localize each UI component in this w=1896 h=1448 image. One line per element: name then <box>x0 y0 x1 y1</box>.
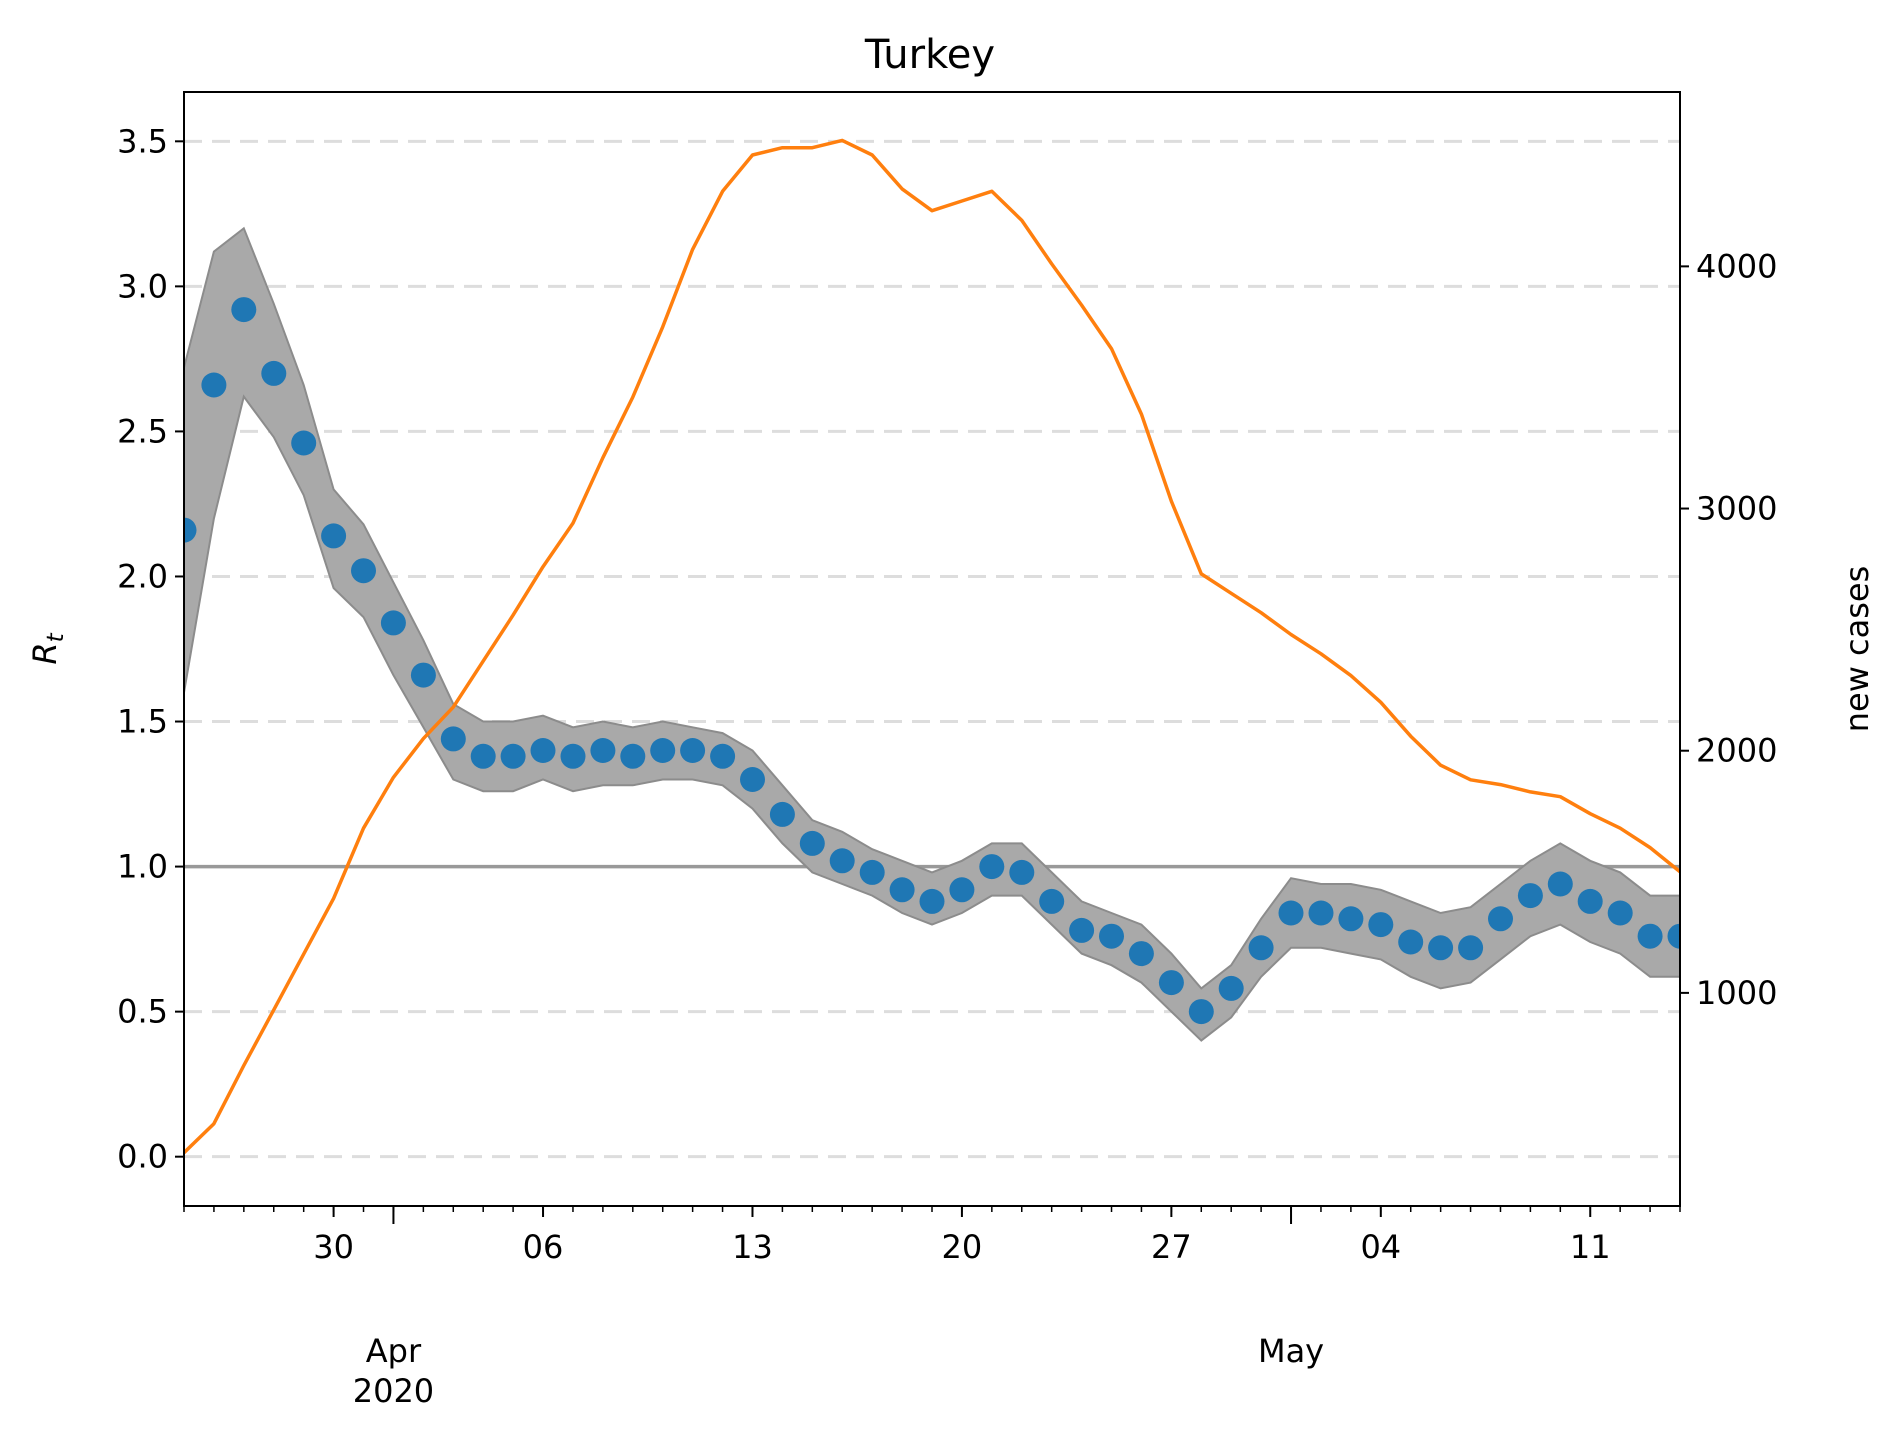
rt-point <box>1547 871 1573 897</box>
rt-point <box>1099 923 1124 949</box>
rt-point <box>231 297 257 323</box>
rt-point <box>710 743 736 769</box>
y-right-tick-label: 4000 <box>1696 247 1777 285</box>
rt-point <box>184 517 197 543</box>
x-month-tick-label: May <box>1258 1332 1324 1370</box>
rt-point <box>650 738 676 763</box>
rt-point <box>1398 929 1424 955</box>
y-left-label-sub: t <box>43 632 69 642</box>
rt-point <box>380 610 406 636</box>
rt-point <box>1308 900 1334 926</box>
rt-point <box>769 801 795 827</box>
y-left-tick-label: 1.5 <box>117 703 168 741</box>
plot-area <box>184 138 1680 1154</box>
x-month-tick-label: Apr 2020 <box>353 1332 434 1410</box>
y-left-tick-label: 3.5 <box>117 122 168 160</box>
rt-point <box>440 726 466 752</box>
rt-point <box>470 743 496 769</box>
rt-point <box>1577 888 1603 914</box>
y-left-tick-label: 1.0 <box>117 848 168 886</box>
y-right-tick-label: 3000 <box>1696 490 1777 528</box>
y-right-tick-label: 2000 <box>1696 732 1777 770</box>
rt-point <box>1607 900 1633 926</box>
chart-title: Turkey <box>864 32 995 78</box>
rt-point <box>919 888 945 914</box>
x-week-tick-label: 30 <box>313 1228 354 1266</box>
rt-point <box>740 767 765 792</box>
rt-point <box>1667 923 1680 949</box>
y-right-tick-label: 1000 <box>1696 974 1777 1012</box>
x-week-tick-label: 13 <box>732 1228 773 1266</box>
rt-point <box>859 859 885 885</box>
cases-line <box>184 138 1680 1154</box>
x-week-tick-label: 20 <box>942 1228 983 1266</box>
rt-point <box>680 738 706 763</box>
rt-point <box>530 738 556 763</box>
rt-point <box>351 558 376 584</box>
rt-point <box>1158 970 1184 996</box>
rt-point <box>1218 975 1244 1001</box>
rt-point <box>1278 900 1304 926</box>
rt-point <box>1458 935 1484 961</box>
x-week-tick-label: 04 <box>1360 1228 1401 1266</box>
rt-point <box>1517 883 1543 909</box>
rt-point <box>291 430 317 456</box>
x-month-tick-label-line: 2020 <box>353 1372 434 1410</box>
rt-point <box>1009 859 1035 885</box>
rt-point <box>1368 912 1394 938</box>
rt-point <box>829 848 855 874</box>
rt-point <box>620 743 646 769</box>
rt-point <box>560 743 586 769</box>
x-month-tick-label-line: Apr <box>366 1332 422 1370</box>
rt-point <box>1069 917 1095 943</box>
x-week-tick-label: 27 <box>1151 1228 1192 1266</box>
rt-point <box>410 662 436 688</box>
x-week-tick-label: 06 <box>523 1228 564 1266</box>
y-left-tick-label: 3.0 <box>117 267 168 305</box>
rt-point <box>979 854 1005 880</box>
rt-point <box>889 877 915 903</box>
rt-point <box>261 360 287 386</box>
rt-point <box>1338 906 1364 932</box>
rt-point <box>1128 941 1154 967</box>
x-week-tick-label: 11 <box>1570 1228 1611 1266</box>
rt-point <box>1428 935 1454 961</box>
y-left-tick-label: 2.5 <box>117 412 168 450</box>
credible-band <box>184 226 1680 1042</box>
rt-point <box>1637 923 1663 949</box>
rt-point <box>590 738 616 763</box>
rt-point <box>949 877 975 903</box>
rt-point <box>500 743 526 769</box>
rt-point <box>1488 906 1513 932</box>
y-left-tick-label: 2.0 <box>117 557 168 595</box>
x-month-tick-label-line: May <box>1258 1332 1324 1370</box>
rt-point <box>201 372 227 398</box>
y-right-label: new cases <box>1838 566 1876 733</box>
rt-point <box>1248 935 1274 961</box>
rt-point <box>1039 888 1065 914</box>
y-left-label: Rt <box>26 632 69 664</box>
rt-point <box>799 830 825 856</box>
rt-point <box>1188 999 1214 1025</box>
y-left-tick-label: 0.5 <box>117 993 168 1031</box>
y-left-tick-label: 0.0 <box>117 1138 168 1176</box>
rt-point <box>321 523 347 549</box>
y-left-label-main: R <box>26 642 64 664</box>
